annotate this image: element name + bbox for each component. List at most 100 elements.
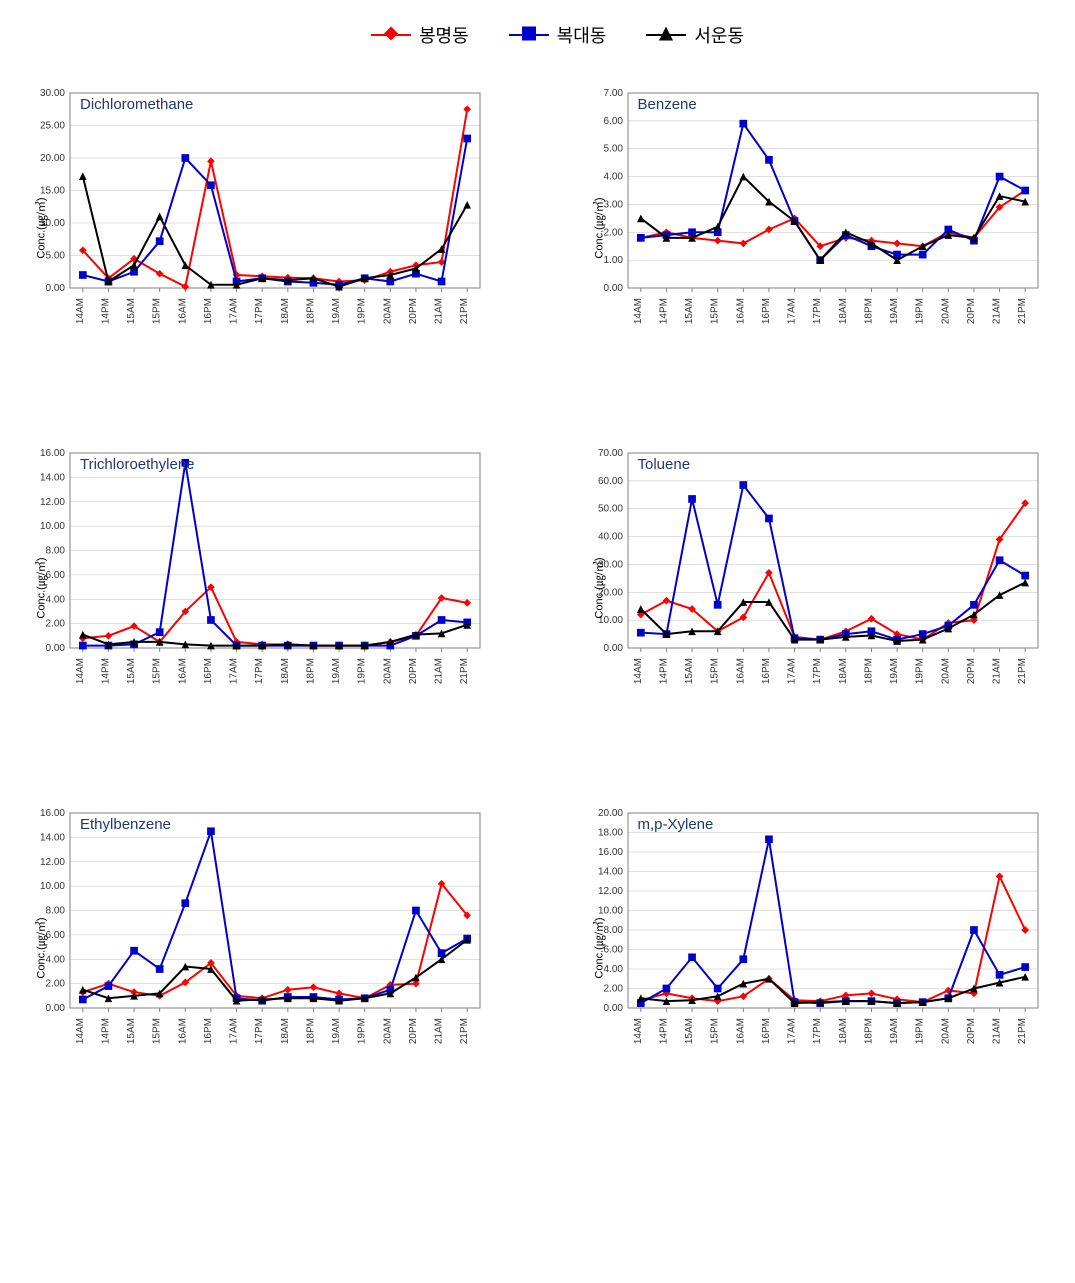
series-marker bbox=[636, 629, 644, 637]
series-marker bbox=[970, 926, 978, 934]
x-tick-label: 20AM bbox=[382, 658, 393, 684]
x-tick-label: 19PM bbox=[914, 658, 925, 684]
series-marker bbox=[207, 157, 215, 165]
x-tick-label: 17PM bbox=[812, 298, 823, 324]
x-tick-label: 16AM bbox=[735, 1018, 746, 1044]
x-tick-label: 17PM bbox=[254, 658, 265, 684]
chart-svg: 0.002.004.006.008.0010.0012.0014.0016.00… bbox=[20, 798, 500, 1098]
series-line-2 bbox=[83, 176, 467, 287]
x-tick-label: 21AM bbox=[434, 658, 445, 684]
x-tick-label: 17AM bbox=[786, 658, 797, 684]
series-marker bbox=[105, 982, 113, 990]
y-tick-label: 2.00 bbox=[46, 619, 66, 630]
series-marker bbox=[739, 481, 747, 489]
series-line-2 bbox=[640, 583, 1024, 642]
x-tick-label: 18PM bbox=[305, 658, 316, 684]
x-tick-label: 19AM bbox=[331, 298, 342, 324]
series-marker bbox=[284, 986, 292, 994]
x-tick-label: 14AM bbox=[632, 1018, 643, 1044]
x-tick-label: 20AM bbox=[940, 1018, 951, 1044]
y-tick-label: 70.00 bbox=[597, 448, 622, 459]
x-tick-label: 21PM bbox=[459, 658, 470, 684]
y-tick-label: 30.00 bbox=[40, 88, 65, 99]
x-tick-label: 14PM bbox=[100, 658, 111, 684]
x-tick-label: 14AM bbox=[75, 658, 86, 684]
y-tick-label: 15.00 bbox=[40, 186, 65, 197]
x-tick-label: 17AM bbox=[229, 658, 240, 684]
x-tick-label: 15AM bbox=[126, 298, 137, 324]
y-tick-label: 10.00 bbox=[597, 906, 622, 917]
series-marker bbox=[995, 971, 1003, 979]
y-tick-label: 8.00 bbox=[46, 546, 66, 557]
chart-svg: 0.002.004.006.008.0010.0012.0014.0016.00… bbox=[20, 438, 500, 738]
x-tick-label: 18AM bbox=[837, 1018, 848, 1044]
series-marker bbox=[181, 261, 189, 269]
series-marker bbox=[156, 965, 164, 973]
x-tick-label: 18PM bbox=[863, 1018, 874, 1044]
series-marker bbox=[739, 240, 747, 248]
series-marker bbox=[662, 597, 670, 605]
x-tick-label: 20PM bbox=[965, 1018, 976, 1044]
x-tick-label: 18PM bbox=[305, 1018, 316, 1044]
series-marker bbox=[995, 873, 1003, 881]
y-tick-label: 0.00 bbox=[603, 283, 623, 294]
x-tick-label: 19PM bbox=[914, 298, 925, 324]
x-tick-label: 18AM bbox=[280, 298, 291, 324]
y-axis-label: Conc.(㎍/㎥) bbox=[590, 557, 606, 618]
y-tick-label: 16.00 bbox=[40, 448, 65, 459]
y-tick-label: 2.00 bbox=[46, 979, 66, 990]
y-tick-label: 14.00 bbox=[597, 867, 622, 878]
y-tick-label: 0.00 bbox=[46, 643, 66, 654]
x-tick-label: 17AM bbox=[229, 298, 240, 324]
series-marker bbox=[739, 955, 747, 963]
chart-svg: 0.002.004.006.008.0010.0012.0014.0016.00… bbox=[578, 798, 1058, 1098]
y-tick-label: 6.00 bbox=[603, 116, 623, 127]
legend-item-1: 복대동 bbox=[509, 22, 607, 48]
y-tick-label: 0.00 bbox=[603, 643, 623, 654]
series-line-0 bbox=[640, 876, 1024, 1002]
x-tick-label: 14AM bbox=[75, 1018, 86, 1044]
series-marker bbox=[662, 985, 670, 993]
x-tick-label: 16PM bbox=[203, 1018, 214, 1044]
series-marker bbox=[765, 515, 773, 523]
x-tick-label: 16AM bbox=[735, 658, 746, 684]
x-tick-label: 14PM bbox=[658, 1018, 669, 1044]
x-tick-label: 16PM bbox=[203, 658, 214, 684]
series-marker bbox=[207, 827, 215, 835]
y-tick-label: 0.00 bbox=[46, 1003, 66, 1014]
chart-container-1: BenzeneConc.(㎍/㎥)0.001.002.003.004.005.0… bbox=[578, 78, 1075, 378]
x-tick-label: 15AM bbox=[126, 658, 137, 684]
series-marker bbox=[463, 599, 471, 607]
series-marker bbox=[636, 605, 644, 613]
chart-legend: 봉명동복대동서운동 bbox=[20, 20, 1075, 48]
x-tick-label: 17AM bbox=[786, 298, 797, 324]
chart-svg: 0.005.0010.0015.0020.0025.0030.0014AM14P… bbox=[20, 78, 500, 378]
chart-title: Dichloromethane bbox=[80, 96, 193, 113]
x-tick-label: 15AM bbox=[684, 1018, 695, 1044]
x-tick-label: 14PM bbox=[100, 298, 111, 324]
chart-title: m,p-Xylene bbox=[638, 816, 714, 833]
x-tick-label: 16PM bbox=[760, 658, 771, 684]
x-tick-label: 18AM bbox=[280, 658, 291, 684]
x-tick-label: 19AM bbox=[331, 658, 342, 684]
y-tick-label: 14.00 bbox=[40, 472, 65, 483]
series-marker bbox=[156, 628, 164, 636]
x-tick-label: 19PM bbox=[357, 658, 368, 684]
series-marker bbox=[636, 215, 644, 223]
x-tick-label: 20PM bbox=[408, 298, 419, 324]
series-marker bbox=[79, 996, 87, 1004]
series-marker bbox=[918, 251, 926, 259]
series-marker bbox=[181, 899, 189, 907]
y-tick-label: 18.00 bbox=[597, 828, 622, 839]
series-marker bbox=[1021, 963, 1029, 971]
x-tick-label: 14AM bbox=[75, 298, 86, 324]
y-tick-label: 40.00 bbox=[597, 532, 622, 543]
series-marker bbox=[438, 616, 446, 624]
series-line-1 bbox=[83, 463, 467, 646]
series-marker bbox=[713, 601, 721, 609]
x-tick-label: 21PM bbox=[459, 1018, 470, 1044]
y-tick-label: 20.00 bbox=[40, 153, 65, 164]
series-marker bbox=[207, 181, 215, 189]
series-line-2 bbox=[640, 177, 1024, 261]
chart-container-2: TrichloroethyleneConc.(㎍/㎥)0.002.004.006… bbox=[20, 438, 538, 738]
